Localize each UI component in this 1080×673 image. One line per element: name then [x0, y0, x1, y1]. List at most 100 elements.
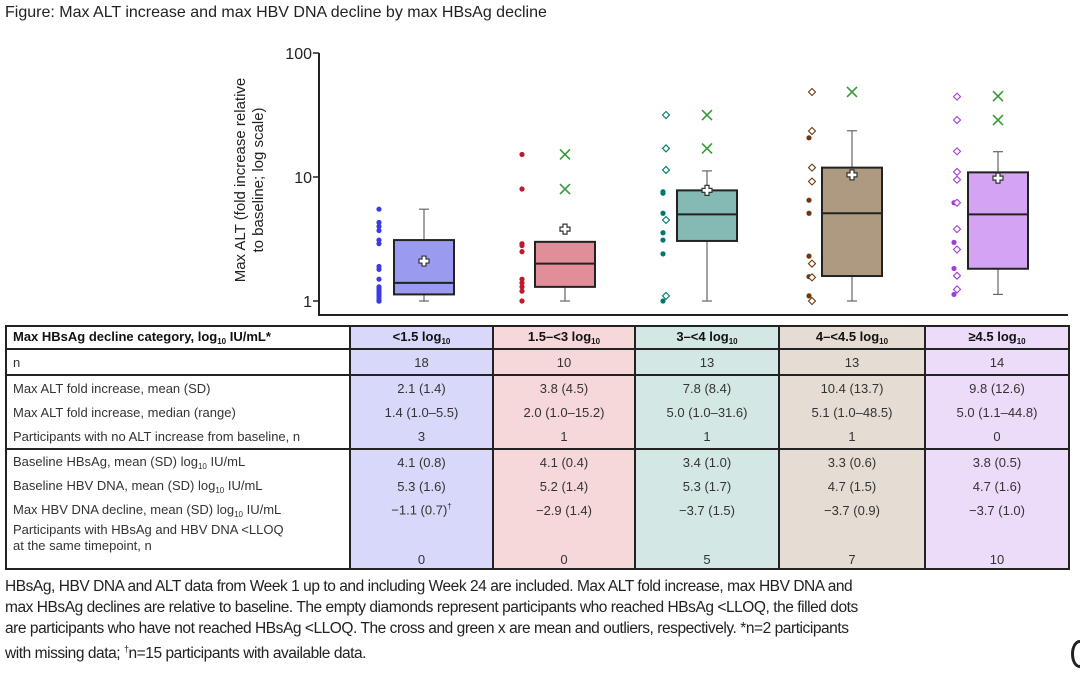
cell-value: 5.2 (1.4)	[539, 478, 589, 494]
label-text: Baseline HBsAg, mean (SD) log	[13, 453, 198, 469]
cell-value: 3.8 (0.5)	[972, 454, 1022, 470]
open-diamond	[807, 273, 817, 282]
filled-dot	[660, 251, 666, 257]
cell-value: 0	[993, 428, 1001, 444]
table-cell: 7	[778, 522, 926, 570]
table-cell: 3.3 (0.6)	[778, 449, 926, 474]
open-diamond	[952, 175, 962, 185]
open-diamond	[807, 259, 817, 268]
open-diamond	[661, 291, 671, 301]
label-text: IU/mL	[224, 477, 263, 493]
table-row: Participants with HBsAg and HBV DNA <LLO…	[5, 522, 1070, 570]
open-diamond	[952, 115, 962, 125]
cell-value: 3.3 (0.6)	[827, 454, 877, 470]
filled-dot	[376, 298, 382, 304]
table-cell: −3.7 (1.5)	[634, 498, 780, 522]
box	[676, 189, 738, 242]
cell-value: 3	[417, 428, 426, 444]
table-row: Max HBV DNA decline, mean (SD) log10 IU/…	[5, 498, 1070, 522]
y-tick-label: 1	[303, 294, 312, 311]
table-cell: 7.8 (8.4)	[634, 375, 780, 400]
filled-dot	[376, 266, 382, 272]
filled-dot	[660, 298, 666, 304]
table-cell: 5.3 (1.6)	[349, 474, 494, 498]
label-text: IU/mL	[243, 501, 282, 517]
table-cell: −3.7 (0.9)	[778, 498, 926, 522]
open-diamond	[661, 144, 671, 153]
label-text: Participants with HBsAg and HBV DNA <LLO…	[13, 522, 284, 537]
table-cell: 3.8 (0.5)	[924, 449, 1070, 474]
cell-value: 5.3 (1.6)	[397, 478, 446, 494]
open-diamond	[661, 110, 671, 120]
cell-value: 13	[844, 354, 860, 370]
filled-dot	[376, 227, 382, 234]
footnote-text: with missing data;	[5, 645, 124, 663]
label-text: ≥4.5 log	[968, 329, 1017, 344]
table-row: Baseline HBV DNA, mean (SD) log10 IU/mL 5…	[5, 474, 1070, 498]
table-cell: 10.4 (13.7)	[778, 375, 926, 400]
table-cell: 2.1 (1.4)	[349, 375, 494, 400]
cell-value: 1	[560, 428, 568, 444]
table-cell: 4.1 (0.8)	[349, 449, 494, 474]
label-text: IU/mL*	[226, 329, 271, 344]
filled-dot	[376, 206, 382, 212]
table-cell: 5.2 (1.4)	[492, 474, 636, 498]
open-diamond	[952, 167, 962, 177]
filled-dot	[376, 276, 382, 282]
table-cell: 3	[349, 424, 494, 450]
filled-dot	[519, 288, 525, 294]
box	[393, 239, 455, 296]
subscript: 10	[591, 337, 601, 346]
outlier-x-icon	[992, 114, 1004, 126]
subscript: 10	[1016, 337, 1026, 346]
filled-dot	[376, 223, 382, 229]
row-label: Baseline HBsAg, mean (SD) log10 IU/mL	[5, 449, 351, 474]
label-text: n	[13, 354, 21, 370]
cell-value: 10	[989, 552, 1005, 567]
filled-dot	[951, 239, 957, 245]
open-diamond	[807, 296, 817, 306]
cell-value: 4.1 (0.8)	[397, 454, 446, 470]
table-cell: 10	[492, 349, 636, 376]
subscript: 10	[197, 461, 207, 471]
table-cell: 10	[924, 522, 1070, 570]
open-diamond	[952, 224, 962, 234]
filled-dot	[806, 135, 812, 141]
footnote-line: are participants who have not reached HB…	[5, 620, 849, 637]
cell-value: 5.3 (1.7)	[682, 478, 732, 494]
table-cell: 1	[492, 424, 636, 450]
footnote: HBsAg, HBV DNA and ALT data from Week 1 …	[5, 576, 858, 664]
table-cell: 4.7 (1.5)	[778, 474, 926, 498]
filled-dot	[660, 230, 666, 236]
filled-dot	[806, 210, 812, 216]
outlier-x-icon	[559, 183, 571, 195]
row-label: Max HBV DNA decline, mean (SD) log10 IU/…	[5, 498, 351, 522]
box-plot-chart: 1 10 100	[285, 46, 1068, 316]
cell-value: 5.0 (1.1–44.8)	[956, 404, 1038, 420]
filled-dot	[951, 291, 957, 298]
open-diamond	[807, 87, 817, 97]
cell-value: 0	[417, 552, 426, 567]
subscript: 10	[879, 337, 889, 346]
table-cell: 5.0 (1.1–44.8)	[924, 400, 1070, 424]
cell-value: 7.8 (8.4)	[682, 380, 732, 396]
filled-dot	[376, 219, 382, 226]
filled-dot	[519, 284, 525, 290]
table-cell: −2.9 (1.4)	[492, 498, 636, 522]
table-cell: 5.1 (1.0–48.5)	[778, 400, 926, 424]
row-label: Max ALT fold increase, median (range)	[5, 400, 351, 424]
table-row: Participants with no ALT increase from b…	[5, 424, 1070, 450]
y-tick-label: 10	[294, 170, 312, 187]
row-label: n	[5, 349, 351, 376]
cell-value: 5.1 (1.0–48.5)	[811, 404, 893, 420]
table-row: Max ALT fold increase, median (range) 1.4…	[5, 400, 1070, 424]
table-cell: 18	[349, 349, 494, 376]
cell-value: 3.8 (4.5)	[539, 380, 589, 396]
partial-circle-decoration	[1071, 640, 1080, 668]
label-text: at the same timepoint, n	[13, 538, 152, 553]
cell-value: −3.7 (1.5)	[678, 502, 735, 518]
cell-value: 18	[414, 354, 429, 370]
subscript: 10	[728, 337, 738, 346]
open-diamond	[952, 92, 962, 101]
footnote-text: n=15 participants with available data.	[128, 645, 367, 663]
